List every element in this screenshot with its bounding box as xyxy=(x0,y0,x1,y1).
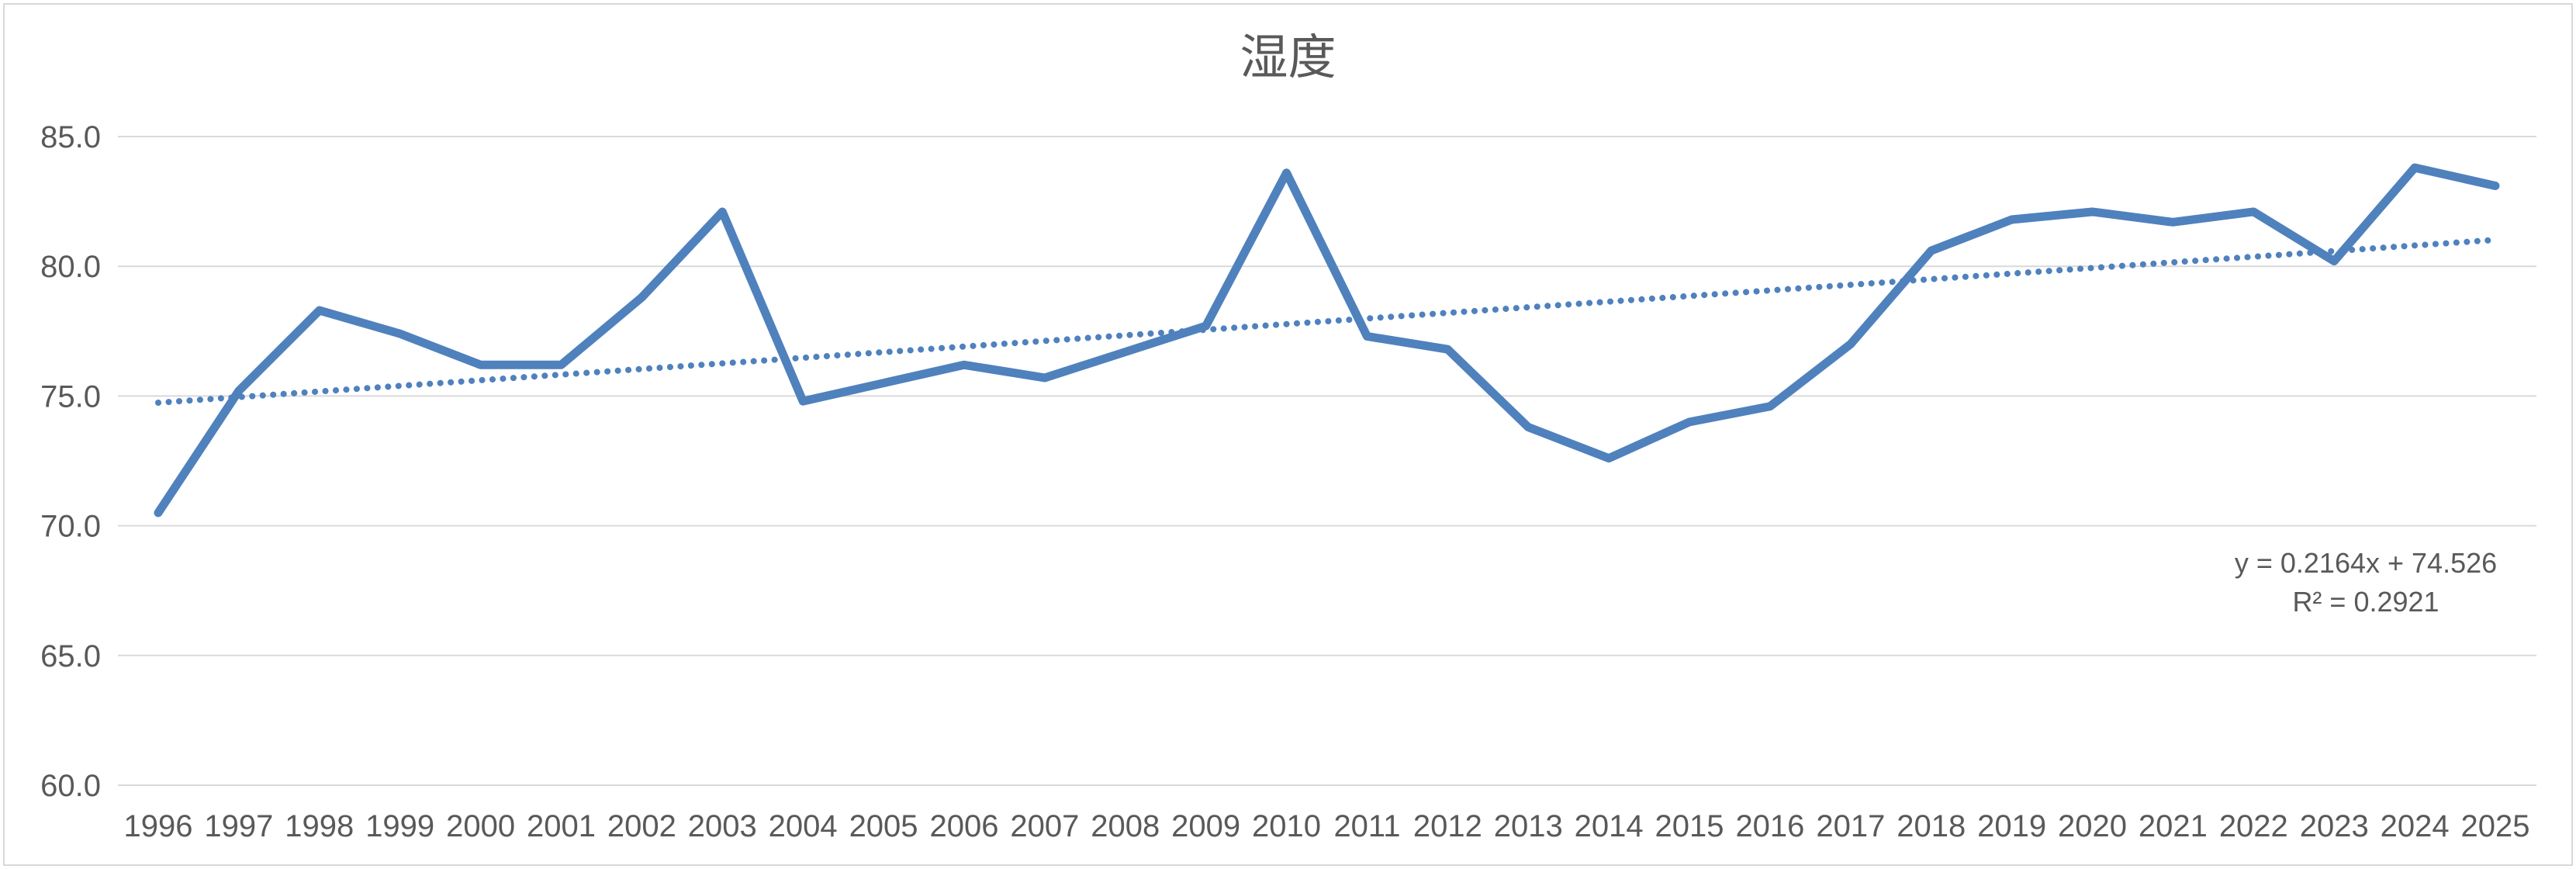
x-tick-label: 2019 xyxy=(1977,809,2046,843)
x-tick-label: 1998 xyxy=(285,809,354,843)
x-tick-label: 2008 xyxy=(1091,809,1160,843)
y-tick-label: 80.0 xyxy=(40,250,101,284)
x-tick-label: 2004 xyxy=(769,809,838,843)
x-tick-label: 2013 xyxy=(1494,809,1563,843)
x-tick-label: 2021 xyxy=(2139,809,2208,843)
x-tick-label: 2024 xyxy=(2381,809,2450,843)
x-tick-label: 1996 xyxy=(124,809,193,843)
x-tick-label: 2005 xyxy=(849,809,918,843)
x-tick-label: 2009 xyxy=(1171,809,1240,843)
trendline-equation: y = 0.2164x + 74.526 xyxy=(2234,547,2498,579)
chart-title: 湿度 xyxy=(1240,31,1336,85)
x-tick-label: 2011 xyxy=(1333,809,1400,843)
x-tick-label: 2016 xyxy=(1735,809,1804,843)
x-tick-label: 2002 xyxy=(607,809,676,843)
x-tick-label: 2001 xyxy=(527,809,596,843)
x-tick-label: 2017 xyxy=(1816,809,1885,843)
x-tick-label: 2023 xyxy=(2300,809,2369,843)
series-line xyxy=(154,163,2500,518)
trendline xyxy=(155,237,2498,407)
x-tick-label: 2007 xyxy=(1010,809,1079,843)
x-tick-label: 2010 xyxy=(1252,809,1321,843)
x-tick-label: 2022 xyxy=(2219,809,2288,843)
x-tick-label: 1999 xyxy=(365,809,434,843)
y-tick-label: 70.0 xyxy=(40,510,101,544)
x-tick-label: 2003 xyxy=(688,809,757,843)
y-tick-label: 75.0 xyxy=(40,379,101,414)
x-tick-label: 2020 xyxy=(2058,809,2127,843)
trendline-r-squared: R² = 0.2921 xyxy=(2292,586,2439,618)
x-tick-label: 1997 xyxy=(204,809,273,843)
x-tick-label: 2006 xyxy=(929,809,998,843)
trendline-label: y = 0.2164x + 74.526 R² = 0.2921 xyxy=(2172,544,2560,621)
x-tick-label: 2012 xyxy=(1413,809,1482,843)
y-tick-label: 60.0 xyxy=(40,769,101,803)
x-tick-label: 2018 xyxy=(1897,809,1966,843)
y-tick-label: 85.0 xyxy=(40,120,101,154)
x-tick-label: 2000 xyxy=(446,809,515,843)
x-tick-label: 2015 xyxy=(1655,809,1724,843)
y-tick-label: 65.0 xyxy=(40,639,101,673)
x-tick-label: 2025 xyxy=(2461,809,2530,843)
x-tick-label: 2014 xyxy=(1575,809,1644,843)
